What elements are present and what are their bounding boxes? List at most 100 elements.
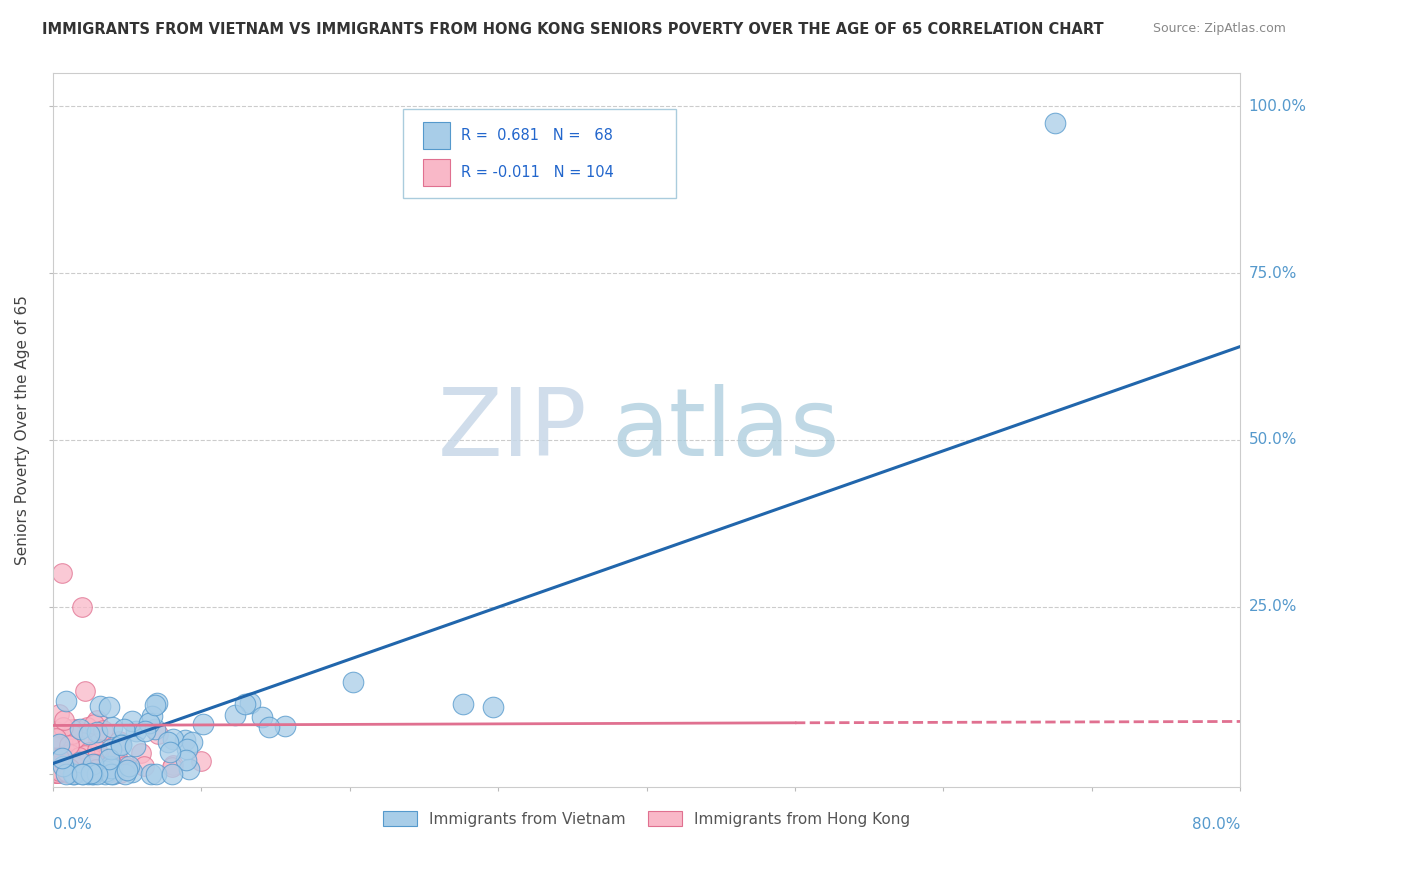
Point <box>87 749 110 764</box>
Point <box>70 599 93 614</box>
Point <box>52 751 75 765</box>
Point <box>100 766 122 780</box>
Point <box>94 764 117 779</box>
Point <box>105 749 128 764</box>
Text: ZIP: ZIP <box>437 384 588 476</box>
Point <box>134 723 156 738</box>
Point <box>52 759 75 773</box>
Point <box>52 761 75 775</box>
Point <box>143 723 166 737</box>
Point <box>89 699 111 714</box>
Point <box>55 737 77 751</box>
Point <box>44 764 66 779</box>
Point <box>65 759 87 773</box>
Point <box>65 722 87 736</box>
Point <box>58 738 80 752</box>
Point <box>75 748 97 763</box>
Point <box>59 763 82 777</box>
Point <box>98 700 121 714</box>
Point <box>56 752 79 766</box>
Point <box>49 760 72 774</box>
Point <box>125 724 148 739</box>
Point <box>49 758 72 772</box>
Point <box>63 732 86 747</box>
Point <box>65 760 87 774</box>
Point <box>118 759 141 773</box>
Point <box>45 752 67 766</box>
Point <box>80 763 103 777</box>
Point <box>162 731 184 746</box>
Point <box>224 708 246 723</box>
Point <box>112 722 135 736</box>
Point <box>91 723 114 737</box>
Point <box>274 719 297 733</box>
Point <box>73 683 96 698</box>
Point <box>46 766 69 780</box>
Point <box>141 709 163 723</box>
Point <box>58 747 80 762</box>
Point <box>342 675 364 690</box>
FancyBboxPatch shape <box>423 122 450 149</box>
Point <box>63 762 86 776</box>
Point <box>84 756 107 771</box>
Point <box>82 752 104 766</box>
Point <box>58 758 80 772</box>
Point <box>86 743 108 757</box>
Point <box>159 745 181 759</box>
Point <box>174 732 197 747</box>
Point <box>143 698 166 713</box>
Point <box>482 700 505 714</box>
Point <box>250 710 273 724</box>
Point <box>70 761 93 775</box>
Point <box>45 764 67 779</box>
Point <box>108 734 131 748</box>
Point <box>59 755 82 769</box>
Point <box>86 714 108 728</box>
Point <box>44 762 66 776</box>
Point <box>181 735 204 749</box>
Point <box>121 714 143 728</box>
Point <box>259 720 281 734</box>
Point <box>48 763 70 777</box>
Point <box>62 759 84 773</box>
Point <box>45 746 67 760</box>
Point <box>51 720 73 734</box>
Text: IMMIGRANTS FROM VIETNAM VS IMMIGRANTS FROM HONG KONG SENIORS POVERTY OVER THE AG: IMMIGRANTS FROM VIETNAM VS IMMIGRANTS FR… <box>42 22 1104 37</box>
Point <box>112 759 135 773</box>
Point <box>67 749 90 764</box>
Point <box>77 727 100 741</box>
Point <box>55 766 77 780</box>
Point <box>108 766 131 780</box>
Point <box>59 746 82 760</box>
Point <box>44 739 66 753</box>
Point <box>156 735 179 749</box>
Point <box>49 758 72 772</box>
Point <box>86 724 108 739</box>
Point <box>63 765 86 780</box>
Point <box>101 766 124 780</box>
Point <box>69 751 91 765</box>
Point <box>129 746 152 760</box>
Point <box>79 745 101 759</box>
Text: atlas: atlas <box>612 384 839 476</box>
Point <box>83 717 105 731</box>
Point <box>134 759 156 773</box>
Point <box>51 566 73 581</box>
Point <box>146 696 169 710</box>
Point <box>176 741 198 756</box>
Point <box>138 715 160 730</box>
Point <box>100 765 122 780</box>
Text: 0.0%: 0.0% <box>53 817 91 832</box>
Point <box>148 727 170 741</box>
Legend: Immigrants from Vietnam, Immigrants from Hong Kong: Immigrants from Vietnam, Immigrants from… <box>377 805 917 833</box>
Point <box>55 764 77 779</box>
Point <box>55 694 77 708</box>
Point <box>82 757 104 772</box>
Point <box>72 766 94 780</box>
Text: Source: ZipAtlas.com: Source: ZipAtlas.com <box>1153 22 1286 36</box>
Point <box>86 732 108 747</box>
Point <box>70 766 93 780</box>
Point <box>239 696 262 710</box>
Point <box>45 766 67 780</box>
Point <box>94 751 117 765</box>
